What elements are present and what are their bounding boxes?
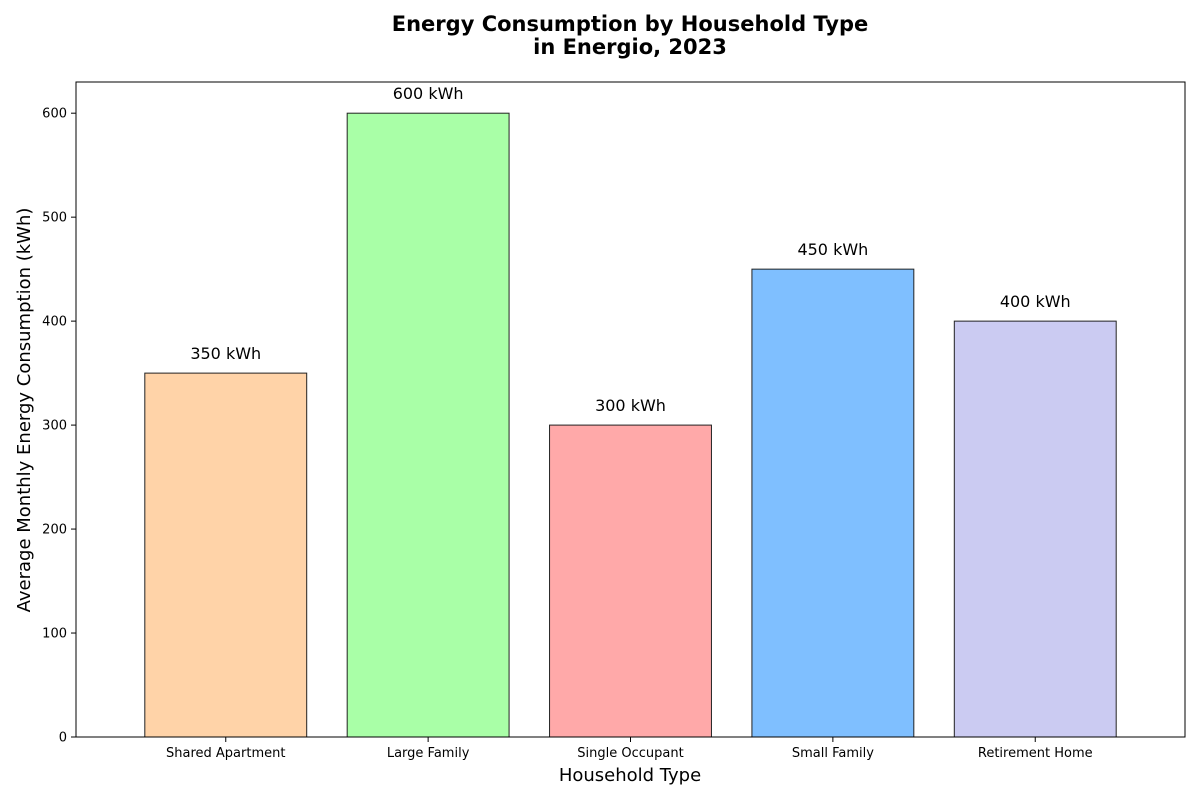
bar-single-occupant	[549, 424, 712, 738]
plot-frame	[75, 81, 1186, 738]
y-tick-label: 300	[42, 419, 67, 434]
y-tick-label: 400	[42, 315, 67, 330]
bar-small-family	[751, 268, 915, 738]
data-labels-group: 350 kWh 600 kWh 300 kWh 450 kWh 400 kWh	[190, 84, 1070, 415]
data-label: 350 kWh	[190, 344, 261, 363]
x-tick-label: Large Family	[387, 746, 470, 761]
x-tick-label: Retirement Home	[978, 746, 1093, 761]
y-axis: 0 100 200 300 400 500 600	[42, 107, 76, 746]
x-tick-label: Small Family	[792, 746, 874, 761]
chart-title-line-1: Energy Consumption by Household Type	[392, 12, 868, 36]
bar-retirement-home	[953, 320, 1117, 738]
x-axis-label: Household Type	[559, 765, 701, 786]
data-label: 400 kWh	[1000, 292, 1071, 311]
bars-group	[144, 112, 1117, 738]
bar-large-family	[346, 112, 510, 738]
chart-title-line-2: in Energio, 2023	[533, 35, 727, 59]
y-axis-label: Average Monthly Energy Consumption (kWh)	[14, 208, 35, 613]
y-tick-label: 0	[59, 731, 67, 746]
data-label: 600 kWh	[393, 84, 464, 103]
data-label: 450 kWh	[797, 240, 868, 259]
x-tick-label: Single Occupant	[577, 746, 683, 761]
x-tick-label: Shared Apartment	[166, 746, 285, 761]
y-tick-label: 200	[42, 523, 67, 538]
bar-shared-apartment	[144, 372, 308, 738]
x-axis: Shared Apartment Large Family Single Occup…	[166, 737, 1093, 761]
y-tick-label: 100	[42, 627, 67, 642]
data-label: 300 kWh	[595, 396, 666, 415]
y-tick-label: 600	[42, 107, 67, 122]
y-tick-label: 500	[42, 211, 67, 226]
